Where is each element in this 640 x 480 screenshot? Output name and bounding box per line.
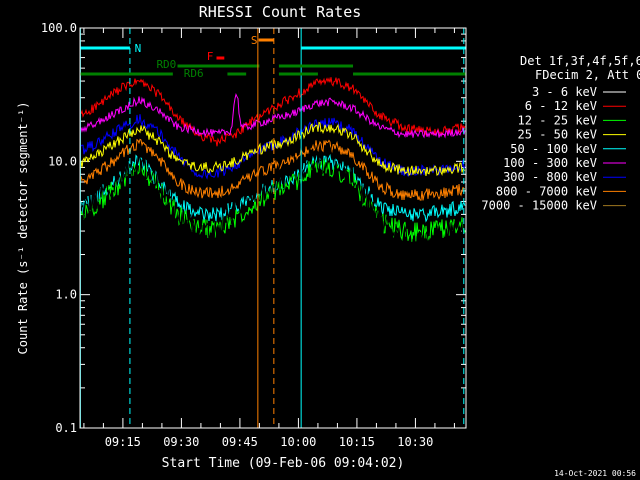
legend-label: 7000 - 15000 keV	[481, 199, 597, 213]
annotation-label: RD6	[184, 67, 204, 80]
x-tick-label: 09:15	[105, 435, 141, 449]
legend-label: 6 - 12 keV	[525, 99, 597, 113]
legend-label: 800 - 7000 keV	[496, 184, 597, 198]
series-line	[80, 77, 466, 147]
legend-label: 100 - 300 keV	[503, 156, 597, 170]
annotation-label: RD0	[156, 58, 176, 71]
legend-label: 50 - 100 keV	[510, 142, 597, 156]
series-line	[80, 121, 466, 177]
y-tick-label: 0.1	[55, 421, 77, 435]
plot-frame	[79, 27, 467, 429]
series-line	[80, 138, 466, 201]
x-axis-label: Start Time (09-Feb-06 09:04:02)	[162, 456, 405, 471]
legend-label: 12 - 25 keV	[518, 113, 597, 127]
y-tick-label: 1.0	[55, 288, 77, 302]
series-line	[80, 143, 466, 268]
legend-header-line-2: FDecim 2, Att 0	[535, 68, 640, 82]
legend-label: 25 - 50 keV	[518, 128, 597, 142]
legend-label: 3 - 6 keV	[532, 85, 597, 99]
x-tick-label: 10:00	[280, 435, 316, 449]
footer-date: 14-Oct-2021 00:56	[554, 469, 636, 478]
series-line	[80, 92, 466, 139]
annotation-label: N	[135, 42, 142, 55]
y-tick-label: 100.0	[41, 21, 77, 35]
x-tick-label: 10:30	[397, 435, 433, 449]
chart-title: RHESSI Count Rates	[199, 3, 362, 21]
y-tick-label: 10.0	[48, 154, 77, 168]
legend-label: 300 - 800 keV	[503, 170, 597, 184]
annotation-label: S	[251, 34, 258, 47]
annotation-label: F	[207, 50, 214, 63]
legend-header-line-1: Det 1f,3f,4f,5f,6f,9f,	[520, 54, 640, 68]
x-tick-label: 09:30	[163, 435, 199, 449]
plot-area: 100.0 10.0 1.0 0.1 09:15 09:30 09:45 10:00 10:15…	[41, 21, 467, 449]
y-axis-label: Count Rate (s⁻¹ detector segment⁻¹)	[16, 102, 30, 355]
x-tick-label: 10:15	[339, 435, 375, 449]
x-tick-label: 09:45	[222, 435, 258, 449]
